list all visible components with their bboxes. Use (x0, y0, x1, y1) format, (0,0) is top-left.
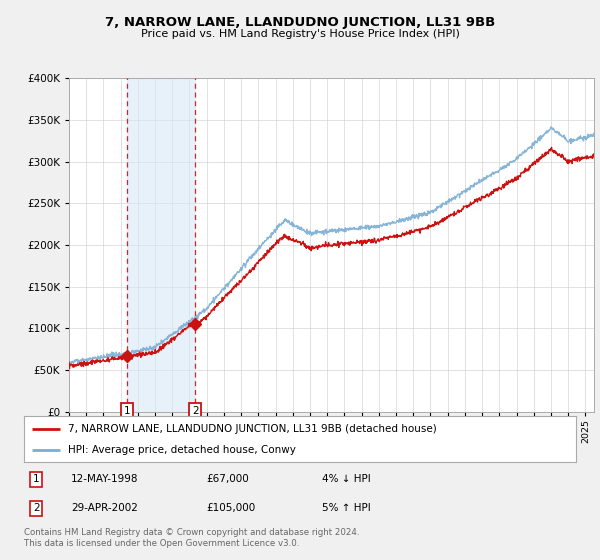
Text: 2: 2 (192, 407, 199, 416)
Text: Price paid vs. HM Land Registry's House Price Index (HPI): Price paid vs. HM Land Registry's House … (140, 29, 460, 39)
Text: 1: 1 (124, 407, 130, 416)
Text: 7, NARROW LANE, LLANDUDNO JUNCTION, LL31 9BB (detached house): 7, NARROW LANE, LLANDUDNO JUNCTION, LL31… (68, 424, 437, 434)
Text: £67,000: £67,000 (206, 474, 249, 484)
Text: 4% ↓ HPI: 4% ↓ HPI (322, 474, 371, 484)
Text: Contains HM Land Registry data © Crown copyright and database right 2024.: Contains HM Land Registry data © Crown c… (24, 528, 359, 536)
Text: £105,000: £105,000 (206, 503, 256, 514)
Text: 2: 2 (33, 503, 40, 514)
Text: 12-MAY-1998: 12-MAY-1998 (71, 474, 139, 484)
Bar (127, 78, 195, 412)
Text: 5% ↑ HPI: 5% ↑ HPI (322, 503, 371, 514)
Text: 1: 1 (33, 474, 40, 484)
Text: 29-APR-2002: 29-APR-2002 (71, 503, 138, 514)
Text: HPI: Average price, detached house, Conwy: HPI: Average price, detached house, Conw… (68, 445, 296, 455)
Text: This data is licensed under the Open Government Licence v3.0.: This data is licensed under the Open Gov… (24, 539, 299, 548)
Text: 7, NARROW LANE, LLANDUDNO JUNCTION, LL31 9BB: 7, NARROW LANE, LLANDUDNO JUNCTION, LL31… (105, 16, 495, 29)
